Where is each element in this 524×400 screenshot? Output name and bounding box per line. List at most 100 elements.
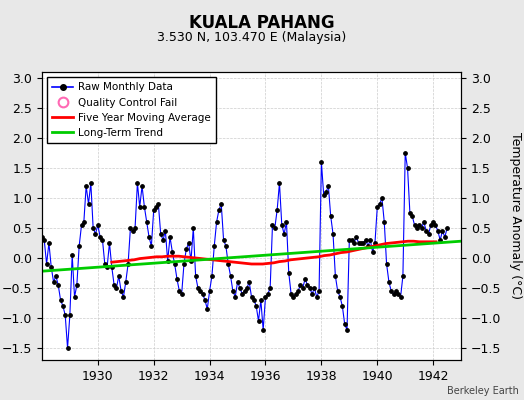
Point [359,240,367,246]
Point [175,288,183,294]
Point [259,327,267,333]
Point [410,222,419,228]
Point [103,264,111,270]
Point [133,180,141,186]
Point [91,231,100,237]
Point [42,261,51,267]
Point [143,219,151,225]
Point [408,213,417,219]
Point [233,279,242,285]
Point [406,210,414,216]
Point [345,237,354,243]
Point [308,291,316,297]
Point [89,225,97,231]
Point [128,228,137,234]
Point [105,240,114,246]
Point [252,303,260,309]
Point [296,282,304,288]
Point [261,294,270,300]
Point [226,273,235,279]
Point [399,273,407,279]
Point [389,291,398,297]
Point [70,294,79,300]
Point [45,240,53,246]
Point [157,231,165,237]
Point [40,237,48,243]
Point [122,279,130,285]
Point [420,219,428,225]
Point [347,237,356,243]
Point [282,219,291,225]
Point [115,273,123,279]
Point [191,273,200,279]
Title: 3.530 N, 103.470 E (Malaysia): 3.530 N, 103.470 E (Malaysia) [157,32,346,44]
Point [112,285,121,291]
Point [54,282,62,288]
Point [222,243,230,249]
Point [257,297,265,303]
Point [434,228,442,234]
Point [99,237,107,243]
Point [117,288,125,294]
Point [238,291,246,297]
Point [149,207,158,213]
Point [354,240,363,246]
Point [329,231,337,237]
Point [312,294,321,300]
Point [189,225,198,231]
Point [299,285,307,291]
Point [322,189,330,195]
Point [362,237,370,243]
Point [378,195,386,201]
Point [441,234,449,240]
Point [403,165,412,171]
Point [303,282,312,288]
Point [401,150,409,156]
Point [180,261,188,267]
Point [63,345,72,351]
Point [154,201,162,207]
Point [187,258,195,264]
Point [287,291,296,297]
Point [82,183,90,189]
Point [352,234,361,240]
Point [241,288,249,294]
Point [107,264,116,270]
Point [145,234,153,240]
Point [270,225,279,231]
Point [205,288,214,294]
Point [201,297,209,303]
Point [285,270,293,276]
Point [413,225,421,231]
Point [305,285,314,291]
Point [152,204,160,210]
Point [78,222,86,228]
Point [138,183,146,189]
Point [47,264,56,270]
Point [194,285,202,291]
Point [208,273,216,279]
Point [159,237,167,243]
Point [245,279,254,285]
Point [66,312,74,318]
Point [217,201,225,207]
Point [57,297,65,303]
Point [380,219,388,225]
Point [415,222,423,228]
Point [375,201,384,207]
Point [266,285,275,291]
Point [249,297,258,303]
Point [75,243,83,249]
Y-axis label: Temperature Anomaly (°C): Temperature Anomaly (°C) [509,132,522,300]
Point [438,228,446,234]
Point [84,201,93,207]
Point [170,261,179,267]
Point [168,249,177,255]
Text: KUALA PAHANG: KUALA PAHANG [189,14,335,32]
Point [86,180,95,186]
Point [215,207,223,213]
Point [338,303,346,309]
Point [317,159,325,165]
Point [289,294,298,300]
Point [147,243,156,249]
